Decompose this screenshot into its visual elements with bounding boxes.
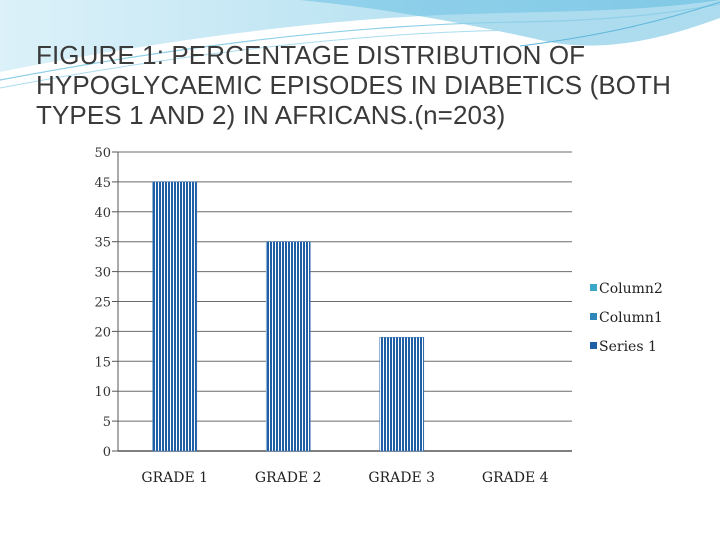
legend-swatch-series-1 <box>590 342 597 349</box>
ytick-label: 30 <box>94 266 111 281</box>
bar-grade-3 <box>379 337 425 452</box>
legend-label: Column1 <box>599 310 663 326</box>
bar-grade-2 <box>265 241 311 452</box>
bar-grade-1 <box>152 181 198 452</box>
legend-swatch-column2 <box>590 284 597 291</box>
bars <box>152 181 425 452</box>
legend-swatch-column1 <box>590 313 597 320</box>
ytick-label: 25 <box>94 296 111 311</box>
ytick-label: 35 <box>94 236 111 251</box>
x-category-label: GRADE 3 <box>368 470 435 486</box>
x-category-label: GRADE 1 <box>141 470 208 486</box>
legend: Column2 Column1 Series 1 <box>590 281 663 355</box>
x-category-label: GRADE 2 <box>255 470 322 486</box>
ytick-label: 0 <box>103 445 111 460</box>
ytick-label: 20 <box>94 325 111 340</box>
ytick-label: 40 <box>94 206 111 221</box>
x-axis-category-labels: GRADE 1 GRADE 2 GRADE 3 GRADE 4 <box>141 470 548 486</box>
ytick-label: 50 <box>94 146 111 161</box>
ytick-label: 10 <box>94 385 111 400</box>
x-category-label: GRADE 4 <box>482 470 549 486</box>
ytick-label: 45 <box>94 176 111 191</box>
legend-label: Column2 <box>599 281 663 297</box>
y-axis-tick-labels: 0 5 10 15 20 25 30 35 40 45 50 <box>94 146 111 460</box>
ytick-label: 15 <box>94 355 111 370</box>
legend-label: Series 1 <box>599 339 657 355</box>
slide-title: FIGURE 1: PERCENTAGE DISTRIBUTION OF HYP… <box>36 40 671 130</box>
ytick-label: 5 <box>103 415 111 430</box>
